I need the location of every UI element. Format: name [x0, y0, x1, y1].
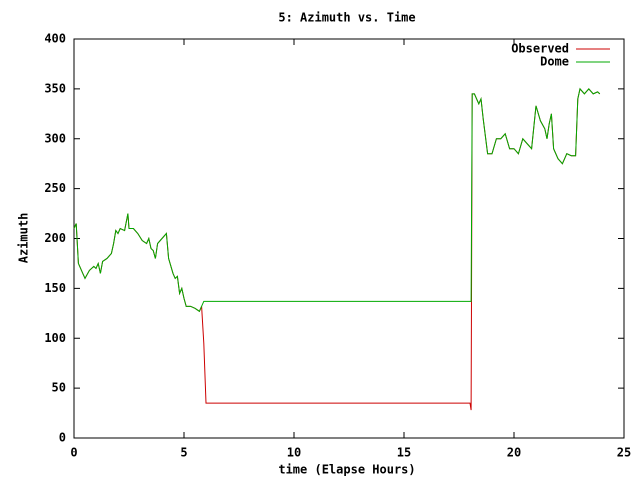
x-tick-label: 5 [180, 446, 187, 460]
x-tick-label: 10 [287, 446, 301, 460]
data-line [73, 87, 601, 313]
y-tick-label: 300 [44, 131, 66, 145]
y-tick-label: 50 [52, 381, 66, 395]
y-tick-label: 400 [44, 32, 66, 46]
legend-label: Observed [511, 42, 569, 56]
legend-label: Dome [540, 55, 569, 69]
x-tick-label: 15 [397, 446, 411, 460]
chart-title: 5: Azimuth vs. Time [278, 11, 415, 25]
y-tick-label: 350 [44, 81, 66, 95]
y-axis-label: Azimuth [17, 213, 31, 264]
x-tick-label: 0 [70, 446, 77, 460]
x-tick-label: 25 [617, 446, 631, 460]
x-axis-label: time (Elapse Hours) [278, 463, 415, 477]
y-tick-label: 200 [44, 231, 66, 245]
y-tick-label: 250 [44, 181, 66, 195]
y-tick-label: 0 [59, 431, 66, 445]
y-tick-label: 150 [44, 281, 66, 295]
x-tick-label: 20 [507, 446, 521, 460]
y-tick-label: 100 [44, 331, 66, 345]
plot-border [73, 38, 625, 439]
data-line [73, 87, 601, 411]
